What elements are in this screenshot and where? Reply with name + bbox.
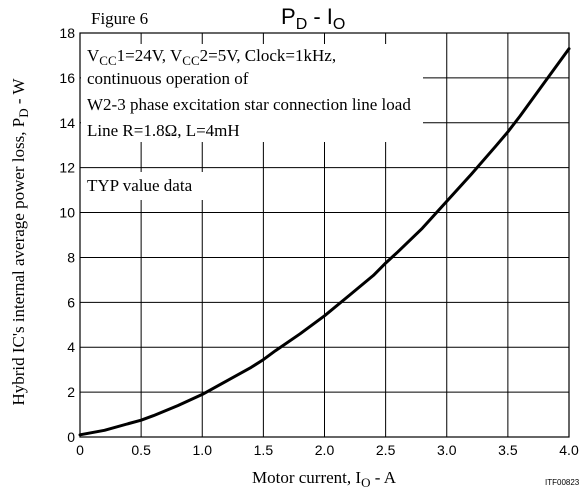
y-tick-label: 12 (59, 160, 75, 176)
x-tick-label: 2.0 (315, 442, 335, 458)
x-tick-label: 3.5 (498, 442, 518, 458)
title-sep: - I (307, 4, 333, 29)
note-line-1: VCC1=24V, VCC2=5V, Clock=1kHz, (87, 46, 336, 68)
x-tick-label: 4.0 (559, 442, 579, 458)
notes-background (81, 44, 423, 200)
y-axis-label: Hybrid IC's internal average power loss,… (9, 78, 31, 406)
title-sub1: D (296, 16, 308, 33)
note-mask (81, 172, 231, 200)
title-main: P (281, 4, 296, 29)
y-tick-label: 18 (59, 25, 75, 41)
x-tick-label: 0.5 (131, 442, 151, 458)
y-tick-label: 10 (59, 205, 75, 221)
x-tick-label: 2.5 (376, 442, 396, 458)
x-tick-label: 3.0 (437, 442, 457, 458)
chart-title: PD - IO (281, 4, 345, 33)
note-line-4: Line R=1.8Ω, L=4mH (87, 121, 240, 140)
y-tick-label: 2 (67, 384, 75, 400)
x-tick-label: 1.5 (254, 442, 274, 458)
note-line-2: continuous operation of (87, 69, 249, 88)
note-mask (81, 44, 423, 142)
plot-frame (79, 32, 570, 438)
y-tick-label: 14 (59, 115, 75, 131)
y-tick-labels: 0 2 4 6 8 10 12 14 16 18 (59, 25, 75, 445)
x-tick-label: 1.0 (193, 442, 213, 458)
note-line-3: W2-3 phase excitation star connection li… (87, 95, 411, 114)
y-tick-label: 6 (67, 294, 75, 310)
title-sub2: O (333, 16, 345, 33)
x-axis-label: Motor current, IO - A (252, 468, 397, 490)
y-tick-label: 4 (67, 339, 75, 355)
y-tick-label: 16 (59, 70, 75, 86)
footer-code: ITF00823 (545, 478, 580, 487)
y-tick-label: 8 (67, 249, 75, 265)
figure-label: Figure 6 (91, 9, 148, 28)
x-tick-label: 0 (76, 442, 84, 458)
x-tick-labels: 0 0.5 1.0 1.5 2.0 2.5 3.0 3.5 4.0 (76, 442, 579, 458)
power-loss-curve (78, 47, 571, 437)
note-line-5: TYP value data (87, 176, 193, 195)
y-tick-label: 0 (67, 429, 75, 445)
